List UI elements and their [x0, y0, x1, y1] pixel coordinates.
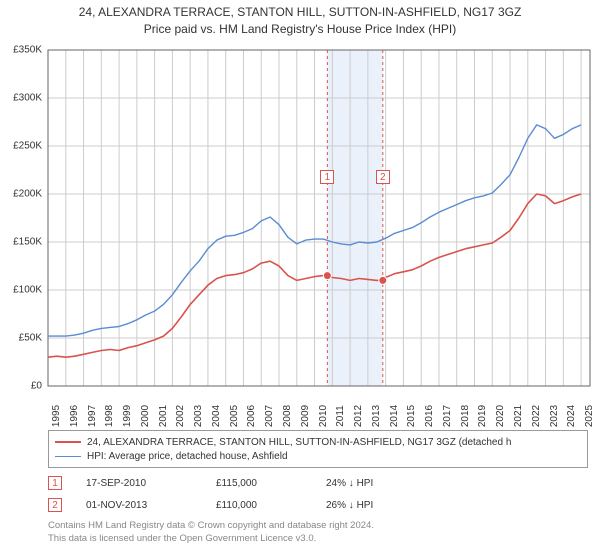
legend-row: 24, ALEXANDRA TERRACE, STANTON HILL, SUT… [55, 435, 581, 449]
chart-title: 24, ALEXANDRA TERRACE, STANTON HILL, SUT… [0, 0, 600, 38]
marker-cell-price: £115,000 [216, 478, 326, 489]
x-tick-label: 2012 [353, 405, 364, 427]
x-tick-label: 2023 [549, 405, 560, 427]
attribution-line-2: This data is licensed under the Open Gov… [48, 533, 374, 546]
y-tick-label: £300K [2, 93, 42, 104]
x-tick-label: 1998 [104, 405, 115, 427]
legend-row: HPI: Average price, detached house, Ashf… [55, 449, 581, 463]
x-tick-label: 1995 [51, 405, 62, 427]
marker-cell-delta: 24% ↓ HPI [326, 478, 436, 489]
x-tick-label: 2011 [335, 405, 346, 427]
chart-marker-box: 1 [320, 170, 334, 184]
marker-cell-date: 01-NOV-2013 [62, 500, 216, 511]
x-tick-label: 1996 [69, 405, 80, 427]
legend: 24, ALEXANDRA TERRACE, STANTON HILL, SUT… [48, 430, 588, 468]
x-tick-label: 2025 [584, 405, 595, 427]
title-line-2: Price paid vs. HM Land Registry's House … [0, 21, 600, 38]
marker-row: 201-NOV-2013£110,00026% ↓ HPI [48, 494, 436, 516]
y-tick-label: £50K [2, 333, 42, 344]
x-tick-label: 2015 [406, 405, 417, 427]
chart-area: 12 [0, 46, 600, 426]
x-tick-label: 2004 [211, 405, 222, 427]
x-tick-label: 2005 [229, 405, 240, 427]
attribution: Contains HM Land Registry data © Crown c… [48, 520, 374, 546]
marker-cell-delta: 26% ↓ HPI [326, 500, 436, 511]
x-tick-label: 2022 [531, 405, 542, 427]
y-tick-label: £250K [2, 141, 42, 152]
x-tick-label: 2013 [371, 405, 382, 427]
x-tick-label: 2014 [389, 405, 400, 427]
legend-label: HPI: Average price, detached house, Ashf… [87, 451, 288, 462]
legend-swatch [55, 441, 81, 443]
y-tick-label: £100K [2, 285, 42, 296]
x-tick-label: 2021 [513, 405, 524, 427]
legend-swatch [55, 456, 81, 457]
marker-cell-price: £110,000 [216, 500, 326, 511]
marker-row: 117-SEP-2010£115,00024% ↓ HPI [48, 472, 436, 494]
y-tick-label: £350K [2, 45, 42, 56]
x-tick-label: 2001 [158, 405, 169, 427]
x-tick-label: 2018 [460, 405, 471, 427]
chart-svg [0, 46, 600, 426]
x-tick-label: 2000 [140, 405, 151, 427]
markers-table: 117-SEP-2010£115,00024% ↓ HPI201-NOV-201… [48, 472, 436, 516]
attribution-line-1: Contains HM Land Registry data © Crown c… [48, 520, 374, 533]
x-tick-label: 2020 [495, 405, 506, 427]
x-tick-label: 2017 [442, 405, 453, 427]
marker-index-box: 2 [48, 498, 62, 512]
title-line-1: 24, ALEXANDRA TERRACE, STANTON HILL, SUT… [0, 4, 600, 21]
x-tick-label: 2024 [566, 405, 577, 427]
x-tick-label: 2008 [282, 405, 293, 427]
x-tick-label: 2003 [193, 405, 204, 427]
x-tick-label: 1999 [122, 405, 133, 427]
marker-cell-date: 17-SEP-2010 [62, 478, 216, 489]
y-tick-label: £150K [2, 237, 42, 248]
legend-label: 24, ALEXANDRA TERRACE, STANTON HILL, SUT… [87, 437, 511, 448]
x-tick-label: 2006 [246, 405, 257, 427]
y-tick-label: £0 [2, 381, 42, 392]
chart-marker-box: 2 [376, 170, 390, 184]
marker-index-box: 1 [48, 476, 62, 490]
x-tick-label: 2002 [175, 405, 186, 427]
x-tick-label: 2009 [300, 405, 311, 427]
x-tick-label: 2007 [264, 405, 275, 427]
x-tick-label: 1997 [87, 405, 98, 427]
x-tick-label: 2016 [424, 405, 435, 427]
x-tick-label: 2010 [318, 405, 329, 427]
x-tick-label: 2019 [477, 405, 488, 427]
y-tick-label: £200K [2, 189, 42, 200]
